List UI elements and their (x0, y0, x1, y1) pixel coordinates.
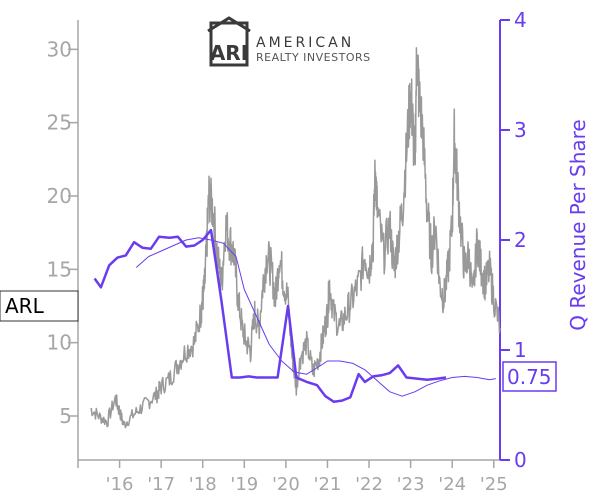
ticker-tag: ARL (0, 290, 79, 322)
x-tick-label: '18 (189, 474, 217, 495)
ticker-tag-text: ARL (5, 294, 45, 318)
x-tick-label: '16 (106, 474, 134, 495)
right-tick-label: 0 (514, 448, 527, 472)
right-tick-label: 2 (514, 228, 527, 252)
left-tick-label: 30 (47, 37, 72, 61)
logo-mark-text: ARI (210, 41, 248, 65)
x-tick-label: '24 (438, 474, 466, 495)
logo-line1: AMERICAN (256, 35, 354, 51)
price-line (90, 47, 501, 429)
logo-line2: REALTY INVESTORS (256, 51, 371, 64)
logo-mark-box (209, 21, 249, 67)
series-layer (90, 47, 501, 429)
latest-value-tag: 0.75 (502, 361, 557, 392)
x-tick-label: '23 (397, 474, 425, 495)
latest-value-box (502, 361, 557, 392)
x-tick-label: '20 (272, 474, 300, 495)
x-tick-label: '21 (314, 474, 342, 495)
logo-roof (207, 16, 251, 33)
right-tick-label: 1 (514, 338, 527, 362)
left-tick-label: 25 (47, 111, 72, 135)
left-tick-label: 5 (59, 404, 72, 428)
axes: 5 10 15 20 25 30 0 1 2 3 4 '16 '17 '18 '19 '20 '21 '22 '23… (47, 8, 527, 495)
logo: ARI AMERICAN REALTY INVESTORS (207, 16, 371, 67)
x-tick-label: '19 (230, 474, 258, 495)
revenue-trend-line (135, 237, 496, 397)
revenue-quarterly-line (93, 228, 447, 403)
right-tick-label: 3 (514, 118, 527, 142)
right-axis-label: Q Revenue Per Share (566, 119, 590, 331)
left-tick-label: 15 (47, 257, 72, 281)
x-tick-label: '17 (147, 474, 175, 495)
left-tick-label: 10 (47, 331, 72, 355)
right-tick-label: 4 (514, 8, 527, 32)
ticker-tag-box (0, 290, 79, 322)
latest-value-text: 0.75 (507, 365, 552, 389)
left-tick-label: 20 (47, 184, 72, 208)
x-tick-label: '22 (355, 474, 383, 495)
x-tick-label: '25 (480, 474, 508, 495)
